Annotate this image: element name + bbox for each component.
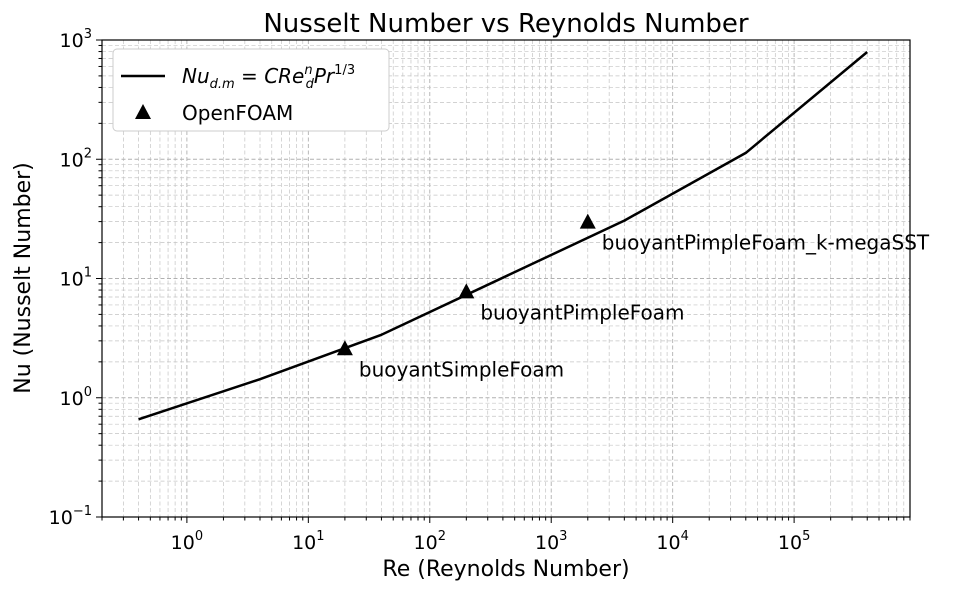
openfoam-marker [579, 213, 596, 229]
y-tick-label: 102 [60, 146, 92, 171]
openfoam-annotation: buoyantPimpleFoam_k-megaSST [602, 231, 930, 255]
legend-marker-swatch [135, 104, 151, 119]
y-tick-label: 103 [60, 27, 92, 52]
legend-label-correlation: Nud.m = CRen dPr1/3 [182, 63, 355, 92]
x-tick-label: 104 [656, 529, 688, 554]
x-axis-label: Re (Reynolds Number) [382, 557, 629, 582]
y-tick-label: 100 [60, 385, 92, 410]
grid [101, 39, 911, 518]
y-axis-label: Nu (Nusselt Number) [11, 162, 36, 394]
x-tick-label: 103 [535, 529, 567, 554]
plot-frame [101, 39, 911, 518]
openfoam-annotation: buoyantPimpleFoam [480, 300, 684, 324]
chart-title: Nusselt Number vs Reynolds Number [263, 9, 749, 39]
openfoam-marker [336, 340, 353, 356]
x-tick-label: 102 [414, 529, 446, 554]
y-tick-label: 10−1 [49, 504, 92, 529]
x-tick-label: 105 [778, 529, 810, 554]
openfoam-annotation: buoyantSimpleFoam [359, 357, 564, 381]
legend-box [112, 48, 390, 132]
series: buoyantSimpleFoam buoyantPimpleFoam buoyan… [138, 51, 930, 421]
x-tick-label: 100 [171, 529, 203, 554]
legend: Nud.m = CRen dPr1/3 OpenFOAM [112, 48, 390, 132]
correlation-line [138, 51, 868, 421]
y-tick-label: 101 [60, 266, 92, 291]
x-tick-label: 101 [292, 529, 324, 554]
openfoam-marker [458, 283, 475, 299]
legend-label-openfoam: OpenFOAM [182, 101, 293, 125]
axes: 100 101 102 103 104 105 10−1 100 101 102 103 [49, 27, 911, 554]
